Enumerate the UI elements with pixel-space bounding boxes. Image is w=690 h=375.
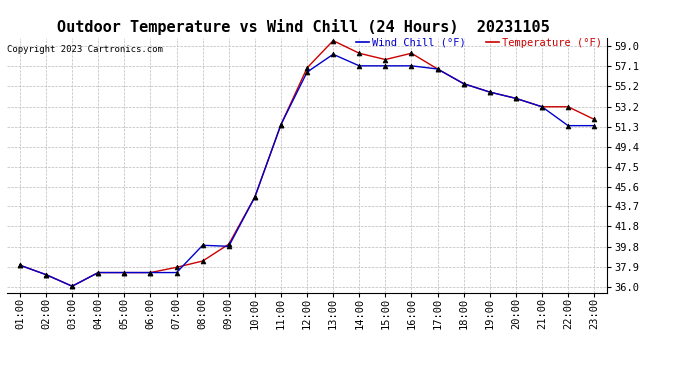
Text: Copyright 2023 Cartronics.com: Copyright 2023 Cartronics.com: [7, 45, 163, 54]
Legend: Wind Chill (°F), Temperature (°F): Wind Chill (°F), Temperature (°F): [356, 38, 602, 48]
Text: Outdoor Temperature vs Wind Chill (24 Hours)  20231105: Outdoor Temperature vs Wind Chill (24 Ho…: [57, 19, 550, 35]
